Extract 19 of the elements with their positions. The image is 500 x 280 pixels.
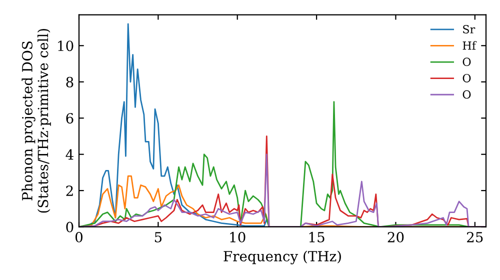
x-tick-label: 5 <box>154 232 162 242</box>
y-tick-label: 8 <box>66 76 74 88</box>
x-tick-label: 25 <box>467 232 483 242</box>
y-tick-label: 2 <box>66 186 73 196</box>
legend-label: O <box>462 90 471 99</box>
y-axis-title: Phonon projected DOS (States/THz·primitive cell) <box>22 28 51 213</box>
x-axis-title: Frequency (THz) <box>224 250 341 264</box>
legend-label: Sr <box>463 25 476 34</box>
legend-label: O <box>462 74 471 82</box>
x-tick-label: 20 <box>388 232 404 242</box>
y-tick-label: 10 <box>58 40 74 52</box>
legend-label: Hf <box>462 41 477 50</box>
y-tick-label: 0 <box>66 222 74 232</box>
y-tick-label: 6 <box>66 113 74 124</box>
x-tick-label: 15 <box>309 232 324 242</box>
x-tick-label: 0 <box>75 232 82 242</box>
legend-label: O <box>462 58 471 66</box>
y-tick-label: 4 <box>66 149 74 160</box>
x-tick-label: 10 <box>230 232 246 242</box>
